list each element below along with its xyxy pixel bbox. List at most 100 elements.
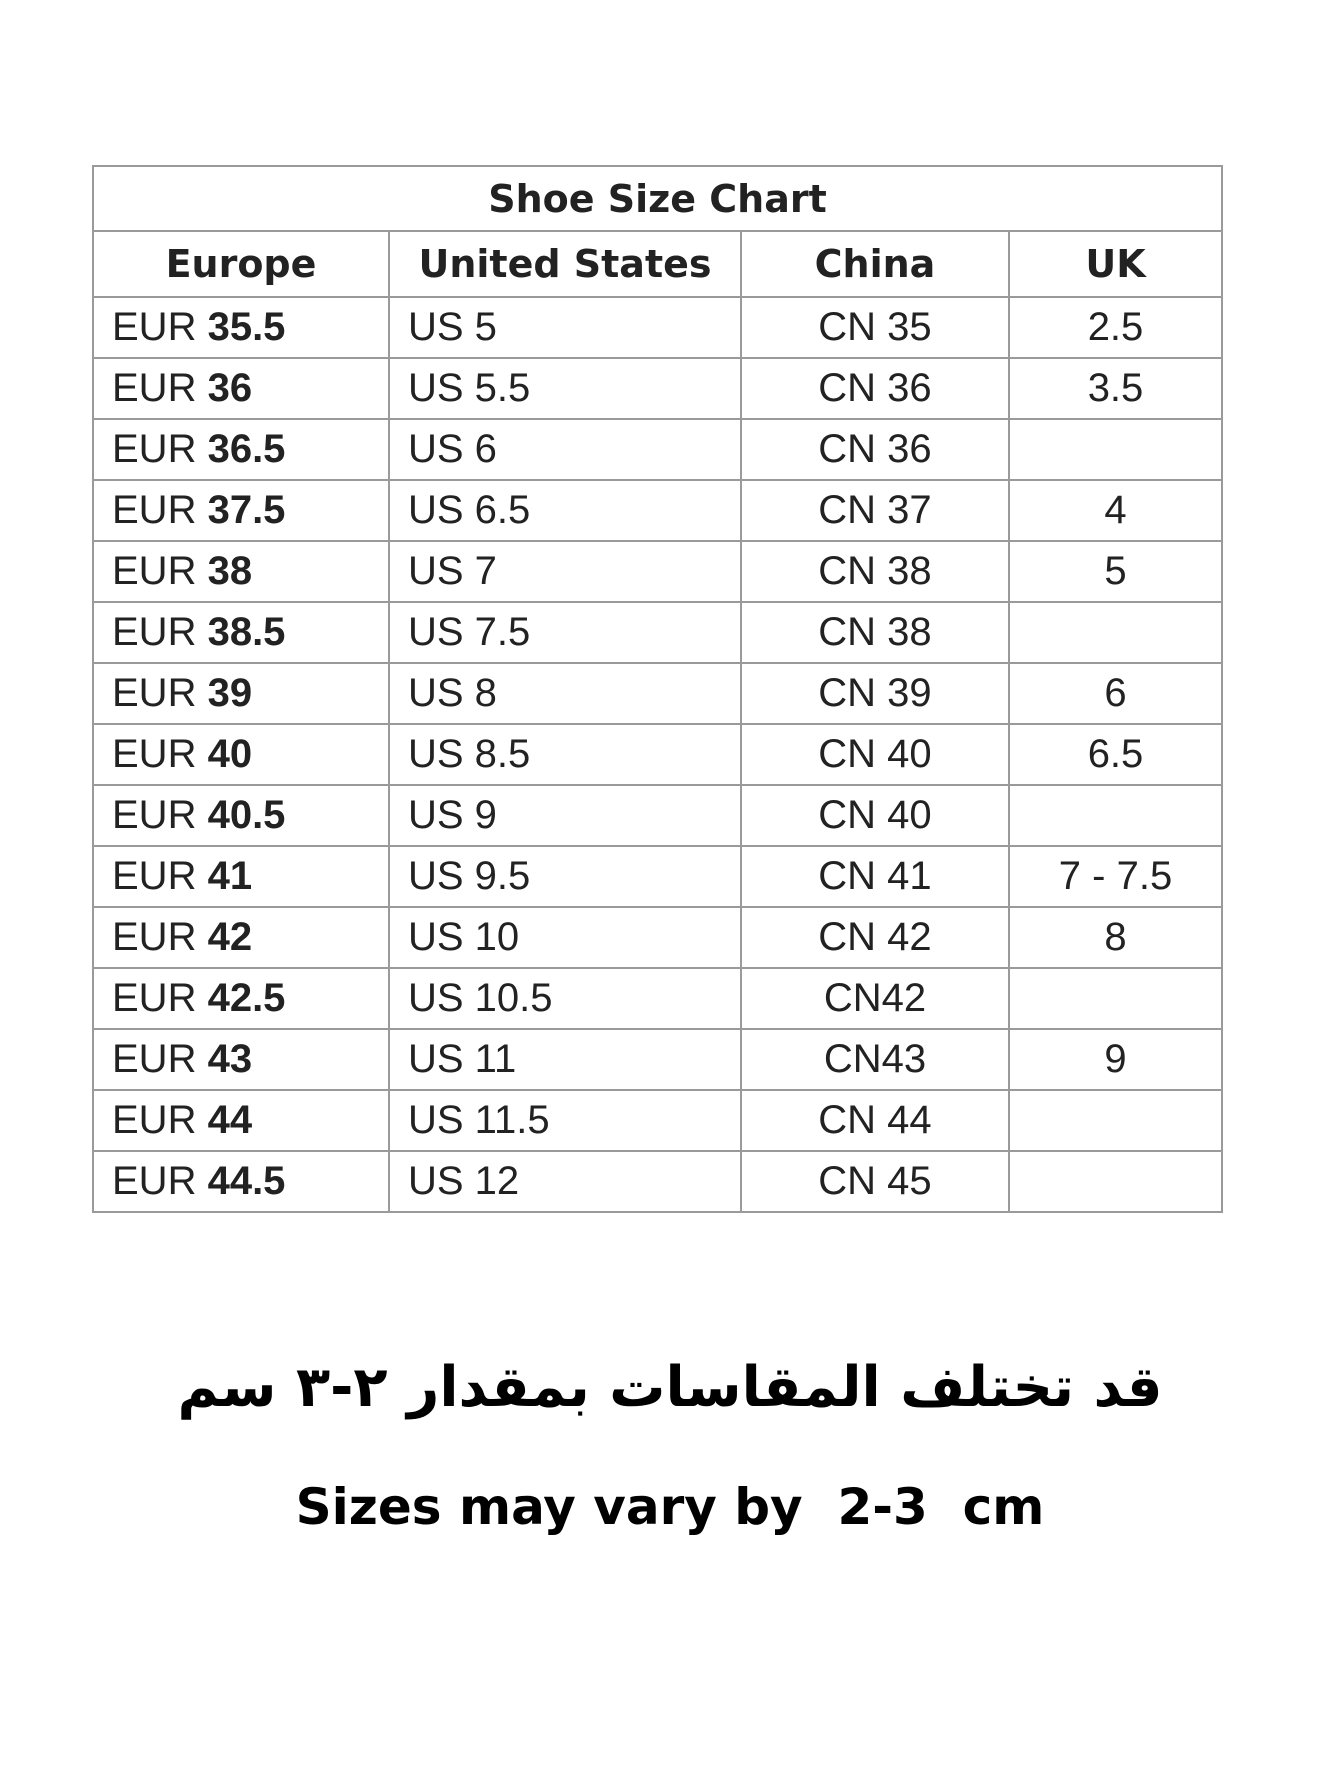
- cell-china: CN 39: [740, 662, 1010, 725]
- cell-europe: EUR 43: [92, 1028, 390, 1091]
- table-row: EUR 36 US 5.5 CN 36 3.5: [92, 357, 1223, 420]
- table-row: EUR 37.5 US 6.5 CN 37 4: [92, 479, 1223, 542]
- cell-europe: EUR 40.5: [92, 784, 390, 847]
- table-row: EUR 39 US 8 CN 39 6: [92, 662, 1223, 725]
- cell-us: US 8.5: [388, 723, 742, 786]
- cell-europe: EUR 36: [92, 357, 390, 420]
- cell-uk: 8: [1008, 906, 1223, 969]
- cell-china: CN 40: [740, 784, 1010, 847]
- cell-europe: EUR 35.5: [92, 296, 390, 359]
- cell-uk: [1008, 967, 1223, 1030]
- eur-size: 42.5: [207, 976, 286, 1020]
- cell-us: US 6: [388, 418, 742, 481]
- table-row: EUR 43 US 11 CN43 9: [92, 1028, 1223, 1091]
- cell-us: US 12: [388, 1150, 742, 1213]
- table-row: EUR 44.5 US 12 CN 45: [92, 1150, 1223, 1213]
- cell-us: US 7.5: [388, 601, 742, 664]
- cell-europe: EUR 44: [92, 1089, 390, 1152]
- eur-prefix: EUR: [112, 671, 208, 715]
- cell-us: US 11: [388, 1028, 742, 1091]
- eur-prefix: EUR: [112, 1037, 208, 1081]
- eur-size: 44.5: [207, 1159, 286, 1203]
- cell-europe: EUR 40: [92, 723, 390, 786]
- cell-uk: [1008, 418, 1223, 481]
- cell-us: US 9: [388, 784, 742, 847]
- cell-china: CN 35: [740, 296, 1010, 359]
- cell-us: US 5.5: [388, 357, 742, 420]
- eur-size: 38: [207, 549, 253, 593]
- eur-size: 42: [207, 915, 253, 959]
- table-row: EUR 41 US 9.5 CN 41 7 - 7.5: [92, 845, 1223, 908]
- cell-europe: EUR 39: [92, 662, 390, 725]
- header-us: United States: [388, 230, 742, 298]
- cell-china: CN 38: [740, 540, 1010, 603]
- eur-prefix: EUR: [112, 610, 208, 654]
- cell-us: US 11.5: [388, 1089, 742, 1152]
- cell-china: CN 45: [740, 1150, 1010, 1213]
- eur-prefix: EUR: [112, 854, 208, 898]
- eur-prefix: EUR: [112, 732, 208, 776]
- cell-china: CN43: [740, 1028, 1010, 1091]
- cell-us: US 10: [388, 906, 742, 969]
- table-row: EUR 38 US 7 CN 38 5: [92, 540, 1223, 603]
- eur-size: 40: [207, 732, 253, 776]
- eur-size: 37.5: [207, 488, 286, 532]
- eur-prefix: EUR: [112, 488, 208, 532]
- header-uk: UK: [1008, 230, 1223, 298]
- eur-prefix: EUR: [112, 549, 208, 593]
- cell-europe: EUR 42.5: [92, 967, 390, 1030]
- shoe-size-table: Shoe Size Chart Europe United States Chi…: [92, 165, 1223, 1213]
- table-row: EUR 40 US 8.5 CN 40 6.5: [92, 723, 1223, 786]
- cell-china: CN 40: [740, 723, 1010, 786]
- cell-uk: [1008, 601, 1223, 664]
- note-arabic: قد تختلف المقاسات بمقدار ٢-٣ سم: [177, 1355, 1163, 1420]
- eur-prefix: EUR: [112, 366, 208, 410]
- cell-uk: 6: [1008, 662, 1223, 725]
- cell-uk: [1008, 1089, 1223, 1152]
- cell-uk: 6.5: [1008, 723, 1223, 786]
- eur-size: 40.5: [207, 793, 286, 837]
- cell-us: US 7: [388, 540, 742, 603]
- table-row: EUR 35.5 US 5 CN 35 2.5: [92, 296, 1223, 359]
- cell-europe: EUR 38.5: [92, 601, 390, 664]
- cell-us: US 10.5: [388, 967, 742, 1030]
- table-row: EUR 38.5 US 7.5 CN 38: [92, 601, 1223, 664]
- table-row: EUR 36.5 US 6 CN 36: [92, 418, 1223, 481]
- eur-prefix: EUR: [112, 793, 208, 837]
- table-row: EUR 44 US 11.5 CN 44: [92, 1089, 1223, 1152]
- cell-uk: 3.5: [1008, 357, 1223, 420]
- cell-uk: 2.5: [1008, 296, 1223, 359]
- cell-china: CN42: [740, 967, 1010, 1030]
- eur-size: 35.5: [207, 305, 286, 349]
- cell-uk: 5: [1008, 540, 1223, 603]
- eur-size: 43: [207, 1037, 253, 1081]
- cell-china: CN 36: [740, 418, 1010, 481]
- cell-us: US 9.5: [388, 845, 742, 908]
- cell-china: CN 36: [740, 357, 1010, 420]
- eur-prefix: EUR: [112, 1098, 208, 1142]
- eur-prefix: EUR: [112, 1159, 208, 1203]
- eur-size: 36.5: [207, 427, 286, 471]
- eur-size: 41: [207, 854, 253, 898]
- cell-uk: 7 - 7.5: [1008, 845, 1223, 908]
- cell-china: CN 42: [740, 906, 1010, 969]
- eur-prefix: EUR: [112, 915, 208, 959]
- cell-uk: [1008, 784, 1223, 847]
- cell-us: US 5: [388, 296, 742, 359]
- eur-prefix: EUR: [112, 427, 208, 471]
- eur-size: 39: [207, 671, 253, 715]
- note-english: Sizes may vary by 2-3 cm: [295, 1478, 1045, 1536]
- cell-china: CN 38: [740, 601, 1010, 664]
- cell-europe: EUR 41: [92, 845, 390, 908]
- cell-china: CN 44: [740, 1089, 1010, 1152]
- cell-us: US 8: [388, 662, 742, 725]
- table-row: EUR 42.5 US 10.5 CN42: [92, 967, 1223, 1030]
- header-europe: Europe: [92, 230, 390, 298]
- header-china: China: [740, 230, 1010, 298]
- eur-size: 44: [207, 1098, 253, 1142]
- eur-prefix: EUR: [112, 305, 208, 349]
- cell-uk: [1008, 1150, 1223, 1213]
- cell-uk: 4: [1008, 479, 1223, 542]
- cell-europe: EUR 36.5: [92, 418, 390, 481]
- eur-prefix: EUR: [112, 976, 208, 1020]
